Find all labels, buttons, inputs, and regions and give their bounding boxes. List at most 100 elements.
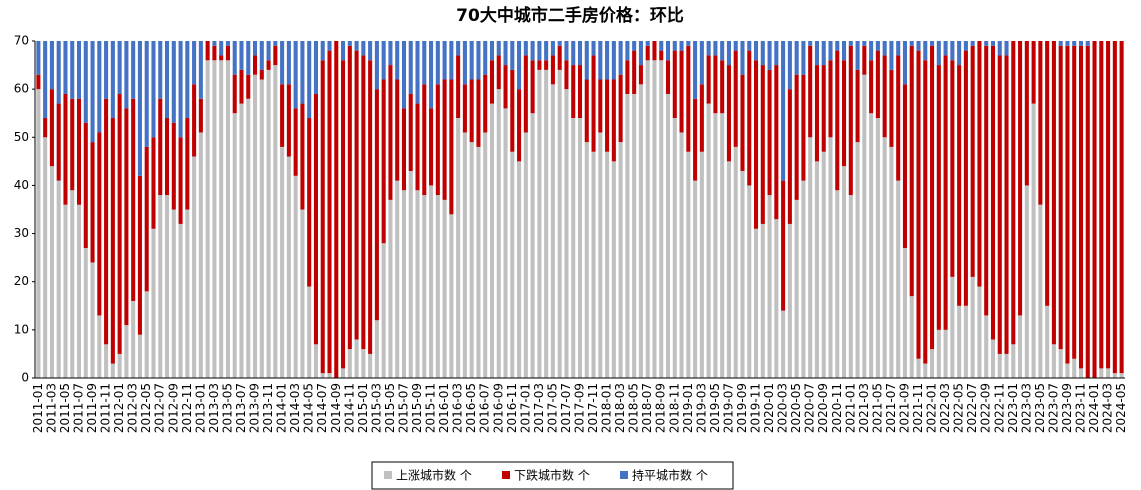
x-tick-label: 2024-01: [1087, 383, 1101, 433]
x-tick-label: 2023-09: [1060, 383, 1074, 433]
y-tick-label: 30: [14, 226, 29, 240]
bar-segment: [293, 175, 298, 378]
x-tick-label: 2019-03: [694, 383, 708, 433]
bar-segment: [963, 50, 968, 306]
bar-segment: [523, 41, 528, 56]
x-tick-label: 2011-11: [99, 383, 113, 433]
bar-segment: [862, 45, 867, 75]
bar-segment: [354, 50, 359, 340]
bar-segment: [1011, 344, 1016, 378]
x-tick-label: 2014-11: [342, 383, 356, 433]
x-tick-label: 2011-07: [72, 383, 86, 433]
bar-segment: [882, 55, 887, 138]
bar-segment: [774, 219, 779, 378]
x-tick-label: 2019-01: [681, 383, 695, 433]
bar-segment: [544, 69, 549, 378]
bar-segment: [1119, 373, 1124, 378]
bar-segment: [923, 60, 928, 364]
bar-segment: [435, 84, 440, 196]
bar-segment: [584, 41, 589, 80]
bar-segment: [618, 41, 623, 75]
bar-segment: [43, 137, 48, 378]
y-tick-label: 50: [14, 130, 29, 144]
y-tick-label: 20: [14, 274, 29, 288]
bar-segment: [70, 98, 75, 191]
bar-segment: [429, 41, 434, 109]
bar-segment: [131, 98, 136, 301]
bar-segment: [401, 108, 407, 191]
bar-segment: [313, 41, 318, 94]
bar-segment: [246, 74, 251, 99]
bar-segment: [645, 41, 650, 46]
bar-segment: [110, 41, 115, 119]
bar-segment: [246, 98, 251, 379]
bar-segment: [740, 170, 745, 378]
bar-segment: [232, 41, 237, 75]
bar-segment: [753, 41, 759, 61]
bar-segment: [347, 45, 352, 350]
bar-segment: [63, 93, 68, 205]
x-tick-label: 2015-05: [383, 383, 397, 433]
bar-segment: [232, 74, 237, 114]
bar-segment: [164, 195, 170, 378]
bar-segment: [124, 108, 129, 326]
bar-segment: [787, 223, 792, 378]
bar-segment: [943, 55, 948, 330]
bar-segment: [1092, 41, 1097, 378]
bar-segment: [449, 41, 454, 80]
bar-segment: [43, 41, 48, 119]
legend-label: 下跌城市数 个: [514, 468, 590, 483]
bar-segment: [158, 41, 163, 99]
bar-segment: [70, 190, 75, 378]
bar-segment: [76, 204, 82, 378]
bar-segment: [49, 41, 54, 90]
bar-segment: [374, 41, 379, 90]
bar-segment: [652, 41, 657, 61]
x-tick-label: 2024-03: [1101, 383, 1115, 433]
bar-segment: [280, 84, 285, 147]
bar-segment: [537, 69, 542, 378]
x-tick-label: 2012-11: [180, 383, 194, 433]
x-tick-label: 2018-01: [600, 383, 614, 433]
x-tick-label: 2017-09: [573, 383, 587, 433]
x-tick-label: 2018-09: [654, 383, 668, 433]
legend-label: 上涨城市数 个: [396, 468, 472, 483]
bar-segment: [320, 41, 325, 61]
bar-segment: [577, 118, 583, 379]
bar-segment: [401, 41, 407, 109]
bar-segment: [307, 286, 312, 378]
bar-segment: [395, 41, 400, 80]
bar-segment: [970, 41, 975, 46]
bar-segment: [957, 41, 962, 66]
bar-segment: [124, 325, 129, 378]
bar-segment: [801, 41, 806, 75]
bar-segment: [435, 195, 440, 378]
x-tick-label: 2023-05: [1033, 383, 1047, 433]
bar-segment: [374, 89, 379, 321]
bar-segment: [266, 41, 271, 61]
bar-segment: [280, 146, 285, 378]
bar-segment: [442, 199, 447, 378]
bar-segment: [889, 146, 894, 378]
bar-segment: [679, 132, 684, 378]
y-tick-label: 10: [14, 322, 29, 336]
bar-segment: [1051, 344, 1056, 378]
bar-segment: [293, 41, 298, 109]
bar-segment: [882, 41, 887, 56]
bar-segment: [489, 60, 495, 104]
bar-segment: [916, 41, 921, 51]
bar-segment: [1018, 41, 1023, 316]
bar-segment: [557, 45, 562, 70]
bar-segment: [178, 137, 183, 224]
bar-segment: [456, 55, 461, 119]
bar-segment: [774, 65, 779, 220]
bar-segment: [936, 329, 941, 378]
bar-segment: [902, 41, 907, 85]
bar-segment: [49, 166, 54, 378]
bar-segment: [476, 79, 481, 147]
bar-segment: [354, 41, 359, 51]
bar-segment: [185, 41, 190, 119]
bar-segment: [171, 41, 176, 123]
bar-segment: [557, 41, 562, 46]
x-tick-label: 2015-01: [356, 383, 370, 433]
